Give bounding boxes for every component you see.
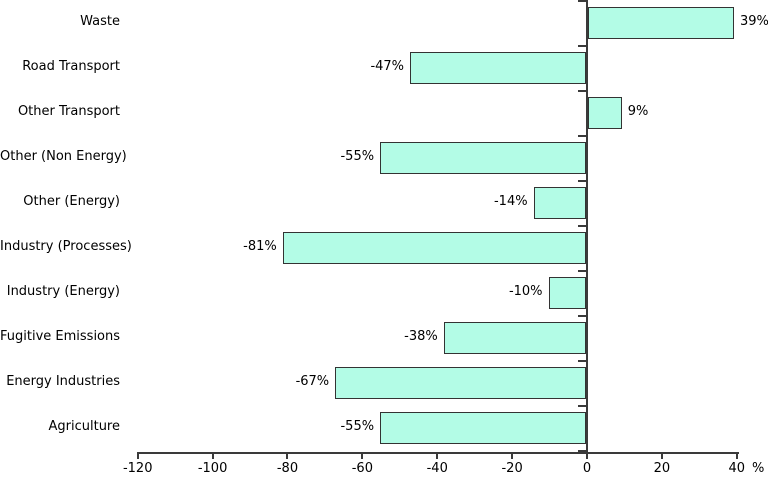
category-label: Other Transport [17,103,120,119]
x-axis-tick-label: -60 [351,461,373,476]
zero-axis-row-tick [578,405,586,407]
category-label: Industry (Processes) [0,238,132,254]
x-axis-tick [286,452,289,459]
category-label: Other (Non Energy) [0,148,127,164]
x-axis-unit-label: % [752,461,765,476]
category-label: Agriculture [48,418,121,434]
value-label: -81% [243,238,277,254]
zero-axis-line [586,0,588,454]
category-label: Road Transport [22,58,120,74]
x-axis-tick-label: -120 [122,461,153,476]
value-label: -55% [340,148,375,164]
bar [548,276,586,309]
value-label: -67% [295,373,330,389]
zero-axis-row-tick [578,45,586,47]
category-label: Energy Industries [6,373,120,389]
value-label: -14% [493,193,528,209]
x-axis-tick [586,452,588,459]
x-axis-tick-label: 0 [582,461,592,476]
category-label: Fugitive Emissions [0,328,121,344]
x-axis-tick [211,452,214,459]
x-axis-tick-label: -80 [276,461,299,476]
x-axis-tick [660,452,663,459]
x-axis-tick [361,452,364,459]
x-axis-tick [436,452,439,459]
category-label: Other (Energy) [23,193,120,209]
bar [588,6,734,39]
bar [588,96,622,129]
bar [443,321,586,354]
x-axis-tick [136,452,139,459]
x-axis-tick-label: -20 [501,461,523,476]
zero-axis-row-tick [578,225,586,227]
value-label: -47% [370,58,405,74]
x-axis-tick [735,452,738,459]
value-label: 39% [740,13,768,29]
zero-axis-row-tick [578,180,586,182]
value-label: -38% [404,328,438,344]
value-label: -10% [508,283,543,299]
bar [335,366,586,399]
category-label: Waste [80,13,120,29]
zero-axis-row-tick [578,0,586,2]
value-label: -55% [340,418,375,434]
bar [533,186,586,219]
zero-axis-row-tick [578,360,586,362]
x-axis-tick [511,452,514,459]
bar [410,51,586,84]
x-axis-tick-label: 20 [653,461,671,476]
bar [282,231,586,264]
bar [380,411,586,444]
zero-axis-row-tick [578,90,586,92]
x-axis-tick-label: -100 [197,461,228,476]
zero-axis-row-tick [578,135,586,137]
zero-axis-row-tick [578,315,586,317]
category-label: Industry (Energy) [6,283,120,299]
bar [380,141,586,174]
x-axis-tick-label: 40 [728,461,746,476]
zero-axis-row-tick [578,270,586,272]
x-axis-tick-label: -40 [426,461,448,476]
zero-axis-row-tick [578,450,586,452]
value-label: 9% [627,103,649,119]
